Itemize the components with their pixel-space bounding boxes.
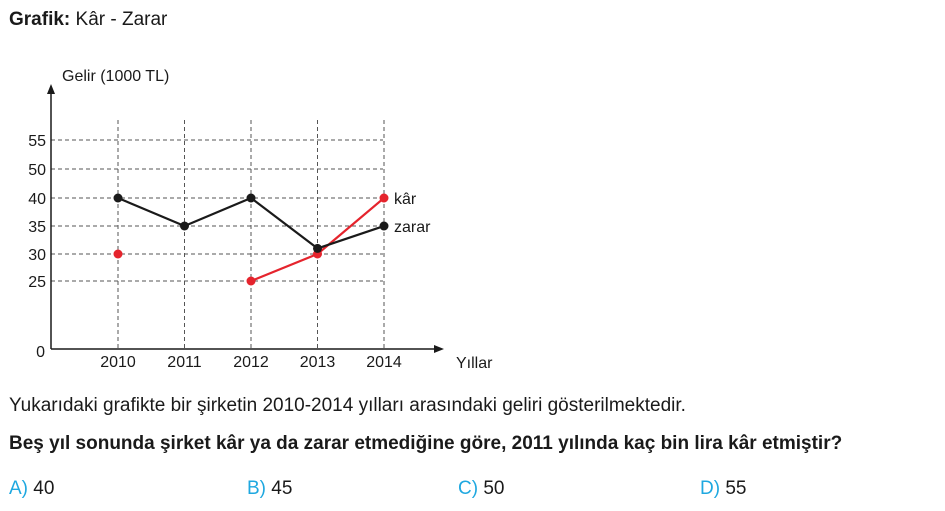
origin-label: 0 <box>36 344 45 361</box>
y-tick-label: 40 <box>28 191 46 208</box>
y-tick-label: 50 <box>28 162 46 179</box>
x-tick-label: 2013 <box>300 354 336 371</box>
x-tick-label: 2011 <box>167 354 202 371</box>
option-c[interactable]: C) 50 <box>458 478 504 500</box>
option-value: 45 <box>271 478 293 499</box>
option-letter: D) <box>700 478 721 499</box>
y-tick-label: 30 <box>28 247 46 264</box>
x-axis-arrow <box>434 345 444 353</box>
option-letter: A) <box>9 478 28 499</box>
y-tick-label: 55 <box>28 133 46 150</box>
data-point <box>379 221 389 231</box>
option-a[interactable]: A) 40 <box>9 478 54 500</box>
option-letter: B) <box>247 478 266 499</box>
axes <box>47 84 444 353</box>
x-tick-label: 2010 <box>100 354 136 371</box>
option-b[interactable]: B) 45 <box>247 478 292 500</box>
option-value: 50 <box>483 478 505 499</box>
data-point <box>113 249 123 259</box>
data-point <box>113 193 123 203</box>
question-text: Beş yıl sonunda şirket kâr ya da zarar e… <box>9 433 843 454</box>
x-axis-label: Yıllar <box>456 355 493 372</box>
y-tick-label: 25 <box>28 274 46 291</box>
y-axis-arrow <box>47 84 55 94</box>
data-points <box>113 193 389 286</box>
x-tick-label: 2014 <box>366 354 402 371</box>
y-axis-label: Gelir (1000 TL) <box>62 68 169 85</box>
data-point <box>180 221 189 231</box>
answer-options: A) 40 B) 45 C) 50 D) 55 <box>0 478 945 506</box>
option-value: 55 <box>725 478 747 499</box>
y-tick-label: 35 <box>28 219 46 236</box>
option-letter: C) <box>458 478 479 499</box>
axis-labels: 55 50 40 35 30 25 0 2010 2011 2012 2013 2014 Gelir (… <box>28 68 493 372</box>
data-point <box>379 193 389 203</box>
statement-text: Yukarıdaki grafikte bir şirketin 2010-20… <box>9 395 686 416</box>
title-bold: Grafik: <box>9 9 71 30</box>
option-value: 40 <box>33 478 55 499</box>
data-point <box>313 243 322 253</box>
option-d[interactable]: D) 55 <box>700 478 746 500</box>
x-tick-label: 2012 <box>233 354 269 371</box>
data-point <box>246 193 256 203</box>
title-text: Kâr - Zarar <box>75 9 168 30</box>
data-point <box>246 276 256 286</box>
line-chart: 55 50 40 35 30 25 0 2010 2011 2012 2013 2014 Gelir (… <box>28 68 493 372</box>
series-label: zarar <box>394 219 431 236</box>
grid-lines <box>51 120 385 349</box>
chart-title: Grafik: Kâr - Zarar <box>9 9 167 31</box>
series-label: kâr <box>394 191 417 208</box>
